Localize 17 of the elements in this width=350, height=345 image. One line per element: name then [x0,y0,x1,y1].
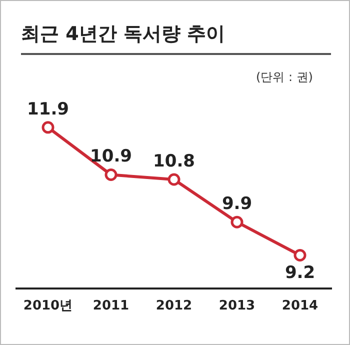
point [230,216,244,228]
data-label: 11.9 [27,99,69,120]
x-tick-label: 2012 [156,298,192,314]
data-label: 10.8 [153,151,195,172]
text: (단위 : 권) [256,69,313,86]
data-label: 9.9 [222,194,252,214]
point [104,168,118,182]
x-tick-label: 2011 [92,298,130,314]
data-label: 9.2 [284,263,316,284]
point [294,249,306,262]
data-label: 10.9 [90,146,132,167]
x-tick-label: 2014 [282,298,318,314]
x-tick-label: 2010년 [23,298,73,314]
point [168,173,180,186]
x-tick-label: 2013 [218,298,256,314]
chart-title: 최근 4년간 독서량 추이 [21,22,226,47]
point [42,121,54,134]
